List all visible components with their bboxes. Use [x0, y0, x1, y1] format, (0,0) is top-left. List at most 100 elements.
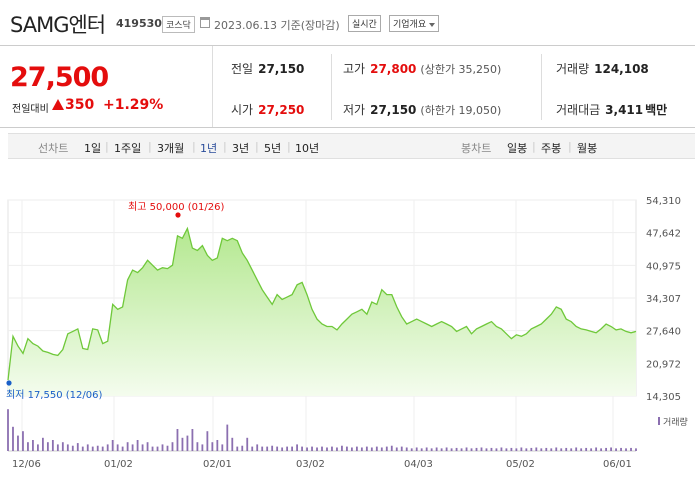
volume-bar — [490, 447, 493, 451]
period-1w[interactable]: 1주일 — [114, 142, 142, 155]
volume-bar — [17, 435, 19, 451]
period-1y[interactable]: 1년 — [200, 142, 218, 155]
volume-bar — [550, 448, 553, 451]
volume-bar — [440, 448, 443, 451]
y-tick-label: 54,310 — [646, 196, 681, 207]
volume-bar — [86, 444, 89, 451]
volume-bar — [346, 446, 348, 451]
volume-bar — [321, 446, 323, 451]
quote-panel: 27,500 전일대비 350 +1.29% 전일 27,150 고가 27,800… — [0, 45, 695, 128]
volume-bar — [201, 444, 204, 451]
volume-bar — [101, 446, 104, 451]
candle-daily[interactable]: 일봉 — [507, 142, 528, 155]
y-tick-label: 20,972 — [646, 359, 681, 370]
price-line — [7, 226, 637, 381]
calendar-icon — [200, 17, 210, 28]
volume-bar — [365, 446, 368, 451]
volume-bar — [301, 446, 303, 451]
price-area — [8, 228, 636, 396]
candle-monthly[interactable]: 월봉 — [577, 142, 598, 155]
volume-bar — [131, 444, 134, 451]
period-5y[interactable]: 5년 — [264, 142, 282, 155]
volume-bar — [565, 447, 568, 451]
volume-bar — [281, 447, 284, 451]
y-tick-label: 34,307 — [646, 294, 681, 305]
volume-bar — [336, 447, 338, 451]
volume-bar — [475, 447, 478, 451]
volume-bar — [261, 446, 264, 451]
volume-bar — [306, 447, 308, 451]
volume-bar — [231, 437, 234, 451]
volume-bar — [390, 445, 393, 451]
volume-bar — [615, 448, 617, 451]
volume-bar — [620, 447, 622, 451]
period-10y[interactable]: 10년 — [295, 142, 320, 155]
market-badge: 코스닥 — [162, 16, 195, 33]
period-3y[interactable]: 3년 — [232, 142, 250, 155]
volume-bar — [196, 442, 199, 451]
volume-bar — [425, 447, 428, 451]
volume-bar — [545, 447, 548, 451]
volume-bar — [296, 444, 298, 451]
volume-bar — [171, 442, 174, 451]
stock-name: SAMG엔터 — [10, 13, 106, 37]
volume-bar — [505, 448, 508, 451]
volume-bar — [96, 445, 99, 451]
candle-chart-label: 봉차트 — [461, 142, 492, 155]
chevron-down-icon — [429, 22, 436, 27]
period-3m[interactable]: 3개월 — [157, 142, 185, 155]
period-1d[interactable]: 1일 — [84, 142, 102, 155]
volume-bar — [585, 447, 588, 451]
x-tick-label: 05/02 — [506, 459, 535, 470]
volume-bar — [12, 426, 14, 451]
volume-bar — [445, 447, 448, 451]
y-tick-label: 40,975 — [646, 261, 681, 272]
volume-bar — [246, 437, 249, 451]
change-value: 350 — [65, 97, 95, 113]
x-tick-label: 06/01 — [603, 459, 632, 470]
volume-bar — [166, 445, 169, 451]
candle-weekly[interactable]: 주봉 — [541, 142, 562, 155]
volume-bar — [605, 447, 607, 451]
volume-bar — [216, 440, 219, 451]
volume-bar — [430, 448, 433, 451]
realtime-button[interactable]: 실시간 — [348, 15, 381, 32]
volume-bar — [375, 446, 378, 451]
volume-bar — [316, 447, 318, 451]
x-tick-label: 02/01 — [203, 459, 232, 470]
volume-bar — [56, 444, 59, 451]
volume-bar — [106, 444, 109, 451]
volume-bar — [111, 440, 114, 451]
volume-bar — [81, 446, 84, 451]
volume-bar — [46, 442, 49, 451]
volume-bar — [126, 442, 129, 451]
volume-bar — [630, 447, 632, 451]
company-info-dropdown[interactable]: 기업개요 — [389, 15, 440, 32]
volume-bar — [520, 447, 523, 451]
stat-prev-close: 전일 27,150 — [231, 62, 305, 76]
volume-bar — [540, 448, 543, 451]
y-tick-label: 27,640 — [646, 327, 681, 338]
volume-bar — [181, 437, 184, 451]
volume-bar — [530, 447, 533, 451]
volume-bar — [355, 446, 358, 451]
volume-bar — [331, 446, 333, 451]
volume-bar — [251, 446, 254, 451]
volume-bar — [410, 448, 413, 451]
volume-bar — [286, 446, 289, 451]
price-box: 27,500 전일대비 350 +1.29% — [0, 46, 213, 127]
volume-bar — [156, 446, 159, 451]
divider — [541, 54, 542, 120]
volume-bar — [161, 444, 164, 451]
volume-bar — [226, 424, 229, 451]
volume-bar — [241, 445, 244, 451]
volume-bar — [121, 446, 124, 451]
stat-low: 저가 27,150 (하한가 19,050) — [343, 103, 502, 117]
y-tick-label: 47,642 — [646, 229, 681, 240]
volume-bar — [256, 444, 259, 451]
line-chart-label: 선차트 — [38, 142, 69, 155]
volume-bar — [380, 447, 383, 451]
x-tick-label: 04/03 — [404, 459, 433, 470]
volume-bar — [91, 446, 94, 451]
volume-bar — [116, 444, 119, 451]
